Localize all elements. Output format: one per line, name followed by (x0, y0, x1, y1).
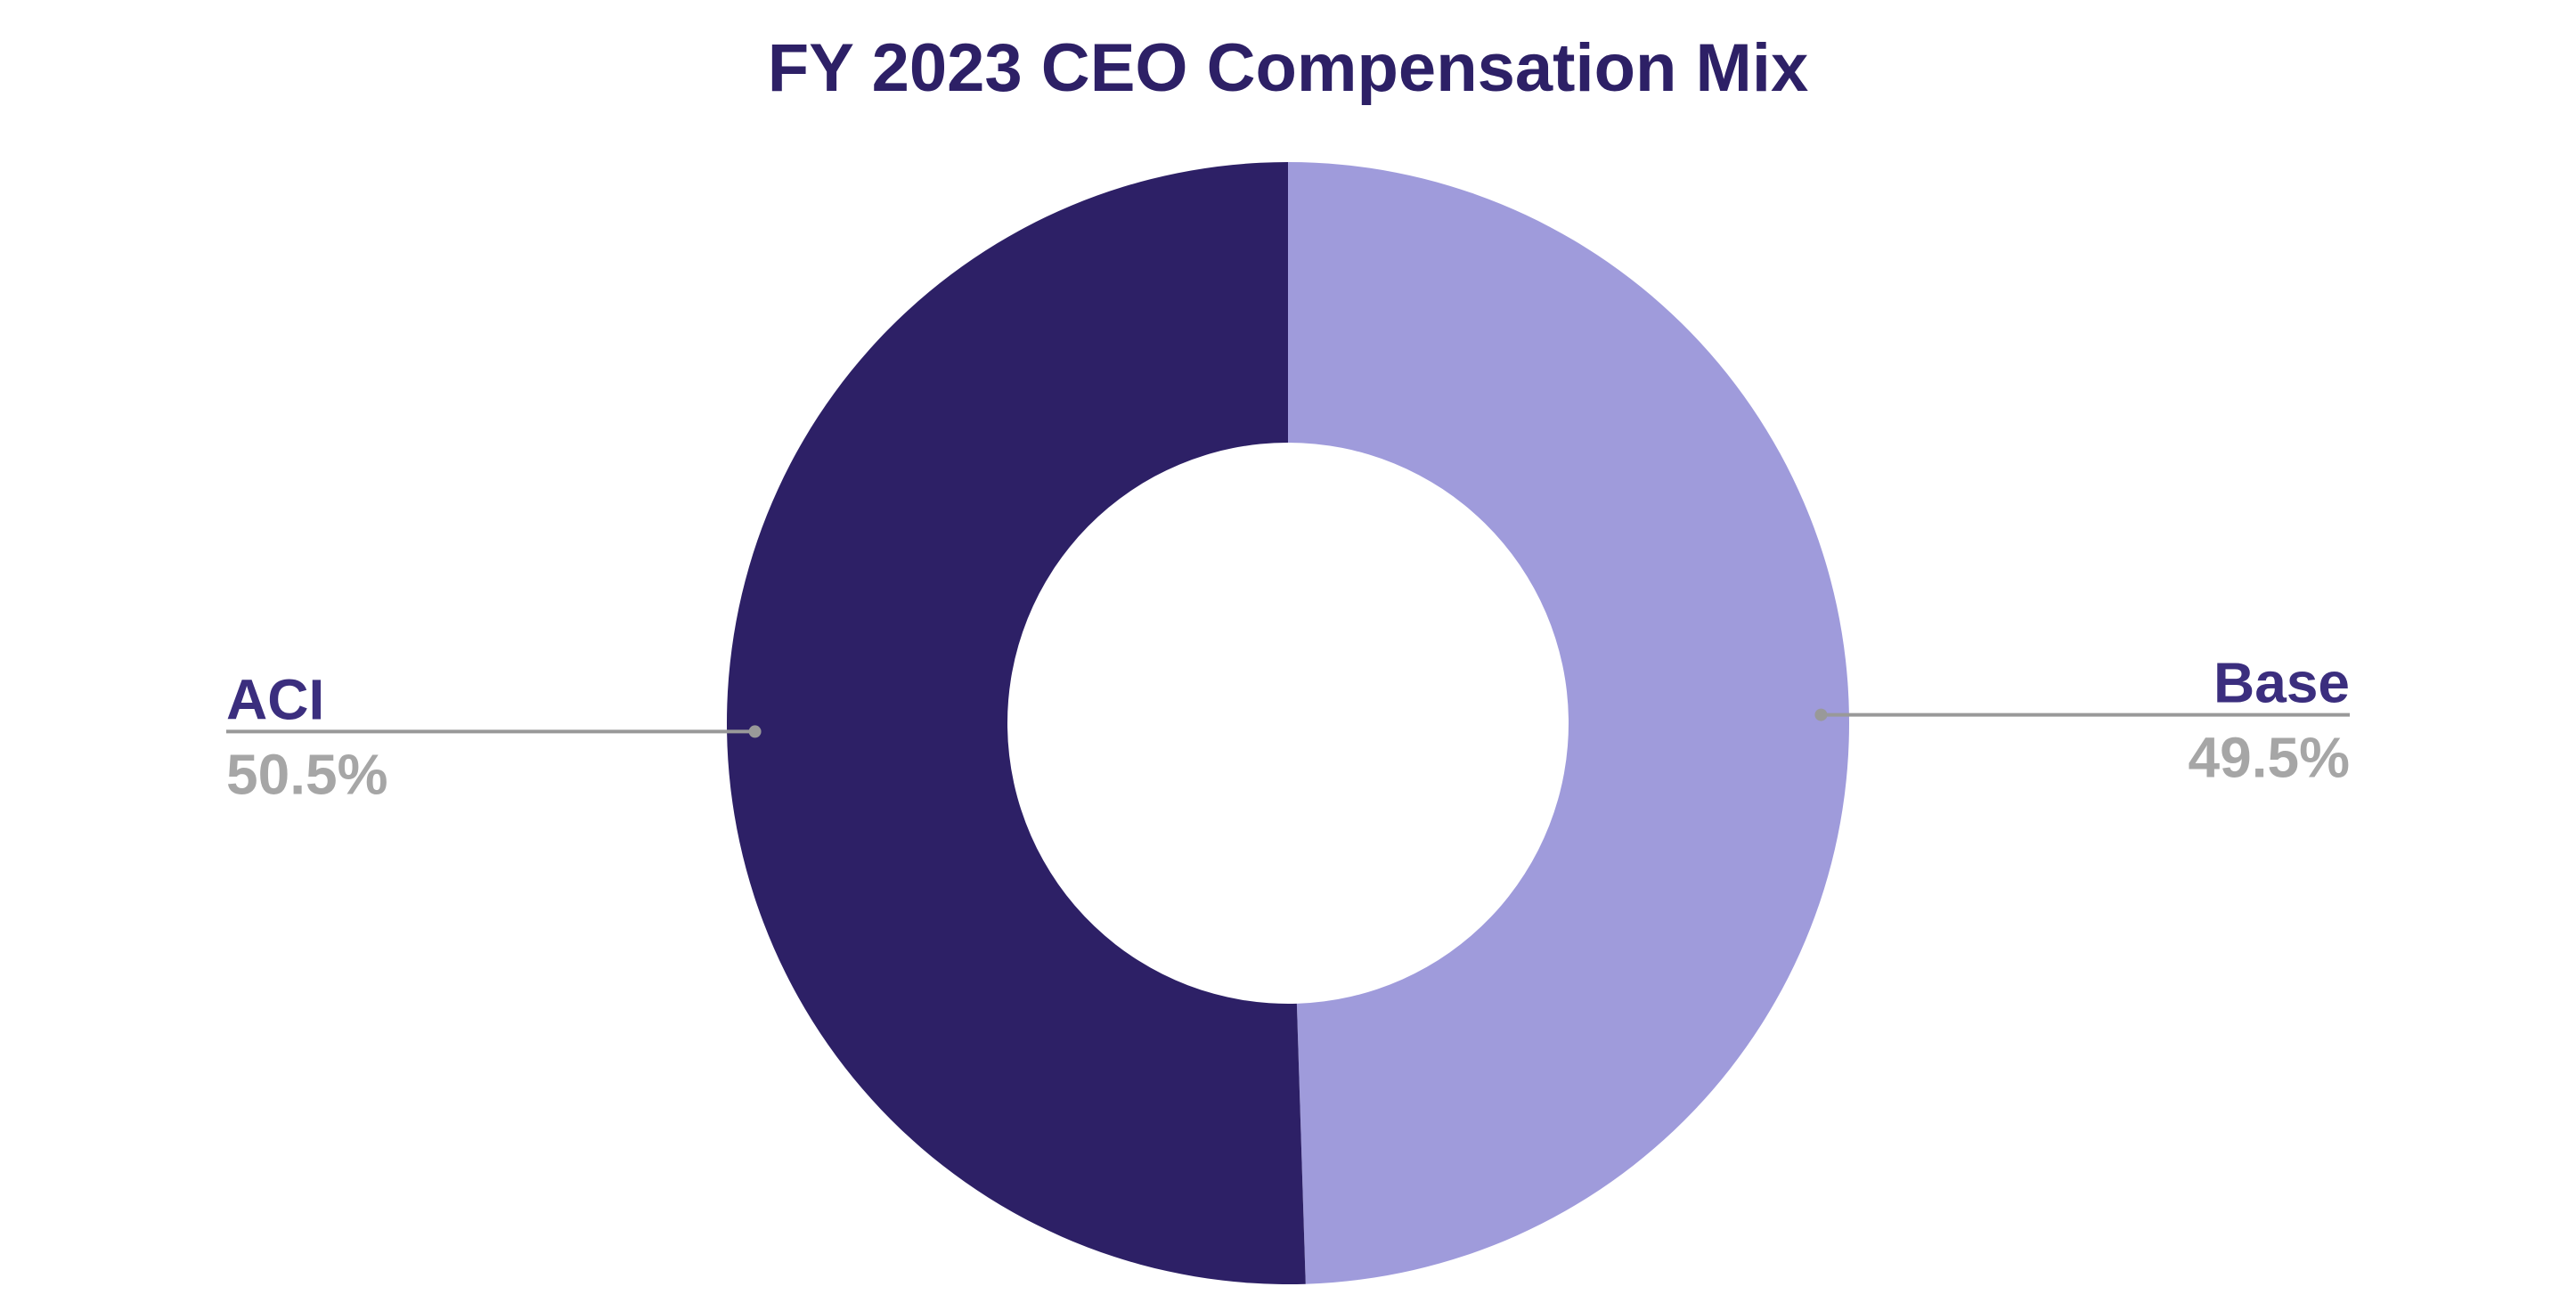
donut-slice (1288, 162, 1849, 1284)
slice-label: ACI (226, 667, 324, 731)
leader-dot (1814, 708, 1828, 721)
leader-dot (748, 725, 762, 738)
chart-title: FY 2023 CEO Compensation Mix (768, 30, 1808, 106)
slice-label: Base (2213, 651, 2350, 715)
donut-slice (726, 162, 1306, 1284)
value-label: 49.5% (2189, 726, 2350, 790)
value-label: 50.5% (226, 742, 387, 806)
